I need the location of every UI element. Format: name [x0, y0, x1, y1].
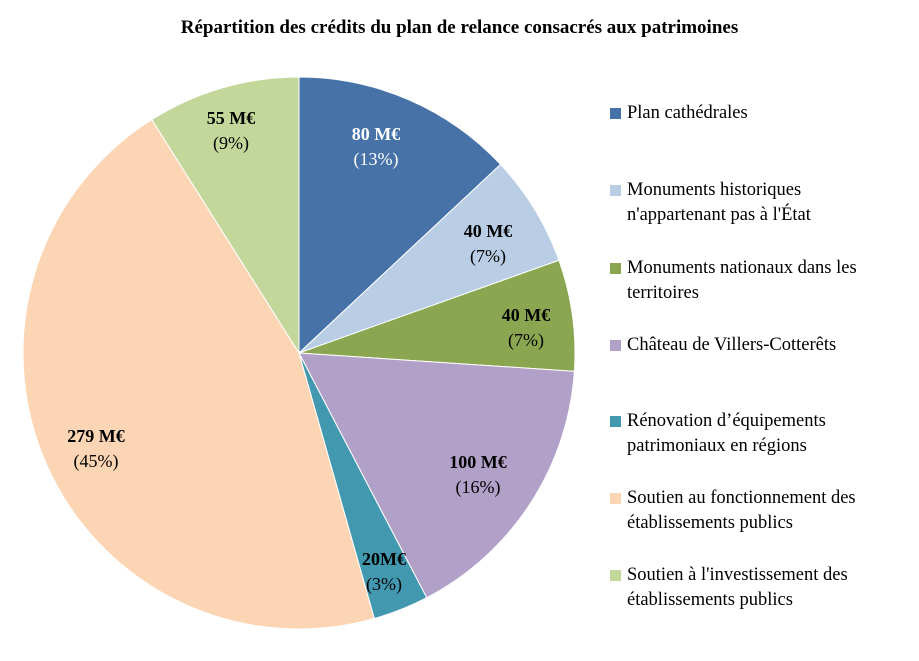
legend-swatch — [610, 570, 621, 581]
slice-value-label: 20M€ — [362, 549, 406, 569]
chart-title: Répartition des crédits du plan de relan… — [180, 17, 739, 38]
legend-label: Château de Villers-Cotterêts — [627, 335, 837, 355]
slice-value-label: 100 M€ — [449, 452, 507, 472]
legend-swatch — [610, 416, 621, 427]
chart-legend: Plan cathédrales Monuments historiques n'… — [610, 0, 919, 661]
legend-label: Monuments nationaux dans les territoires — [627, 258, 857, 303]
slice-percent-label: (13%) — [354, 149, 399, 170]
slice-value-label: 40 M€ — [502, 305, 551, 325]
slice-data-label: 55 M€ (9%) — [207, 108, 256, 154]
slice-data-label: 100 M€ (16%) — [449, 452, 507, 498]
slice-percent-label: (3%) — [366, 574, 402, 595]
slice-data-label: 279 M€ (45%) — [67, 426, 125, 472]
legend-swatch — [610, 108, 621, 119]
pie-slice — [151, 76, 300, 355]
legend-swatch — [610, 185, 621, 196]
slice-value-label: 55 M€ — [207, 108, 256, 128]
legend-swatch — [610, 263, 621, 274]
slice-percent-label: (16%) — [456, 477, 501, 498]
legend-label: Soutien à l'investissement des établisse… — [627, 565, 848, 610]
slice-percent-label: (7%) — [470, 246, 506, 267]
pie-slice — [298, 259, 576, 372]
slice-percent-label: (45%) — [74, 451, 119, 472]
slice-percent-label: (9%) — [213, 133, 249, 154]
legend-label: Soutien au fonctionnement des établissem… — [627, 488, 856, 533]
pie-slice — [298, 352, 575, 599]
pie-slice — [22, 118, 375, 630]
slice-value-label: 40 M€ — [464, 221, 513, 241]
slice-value-label: 80 M€ — [352, 124, 401, 144]
legend-label: Rénovation d’équipements patrimoniaux en… — [627, 411, 826, 456]
legend-label: Plan cathédrales — [627, 103, 748, 123]
pie-slice — [298, 76, 502, 355]
slice-data-label: 40 M€ (7%) — [464, 221, 513, 267]
legend-label: Monuments historiques n'appartenant pas … — [627, 180, 811, 225]
slice-value-label: 279 M€ — [67, 426, 125, 446]
slice-data-label: 20M€ (3%) — [362, 549, 406, 595]
legend-swatch — [610, 493, 621, 504]
slice-percent-label: (7%) — [508, 330, 544, 351]
slice-data-label: 80 M€ (13%) — [352, 124, 401, 170]
slice-data-label: 40 M€ (7%) — [502, 305, 551, 351]
pie-slice — [298, 163, 560, 354]
legend-swatch — [610, 340, 621, 351]
